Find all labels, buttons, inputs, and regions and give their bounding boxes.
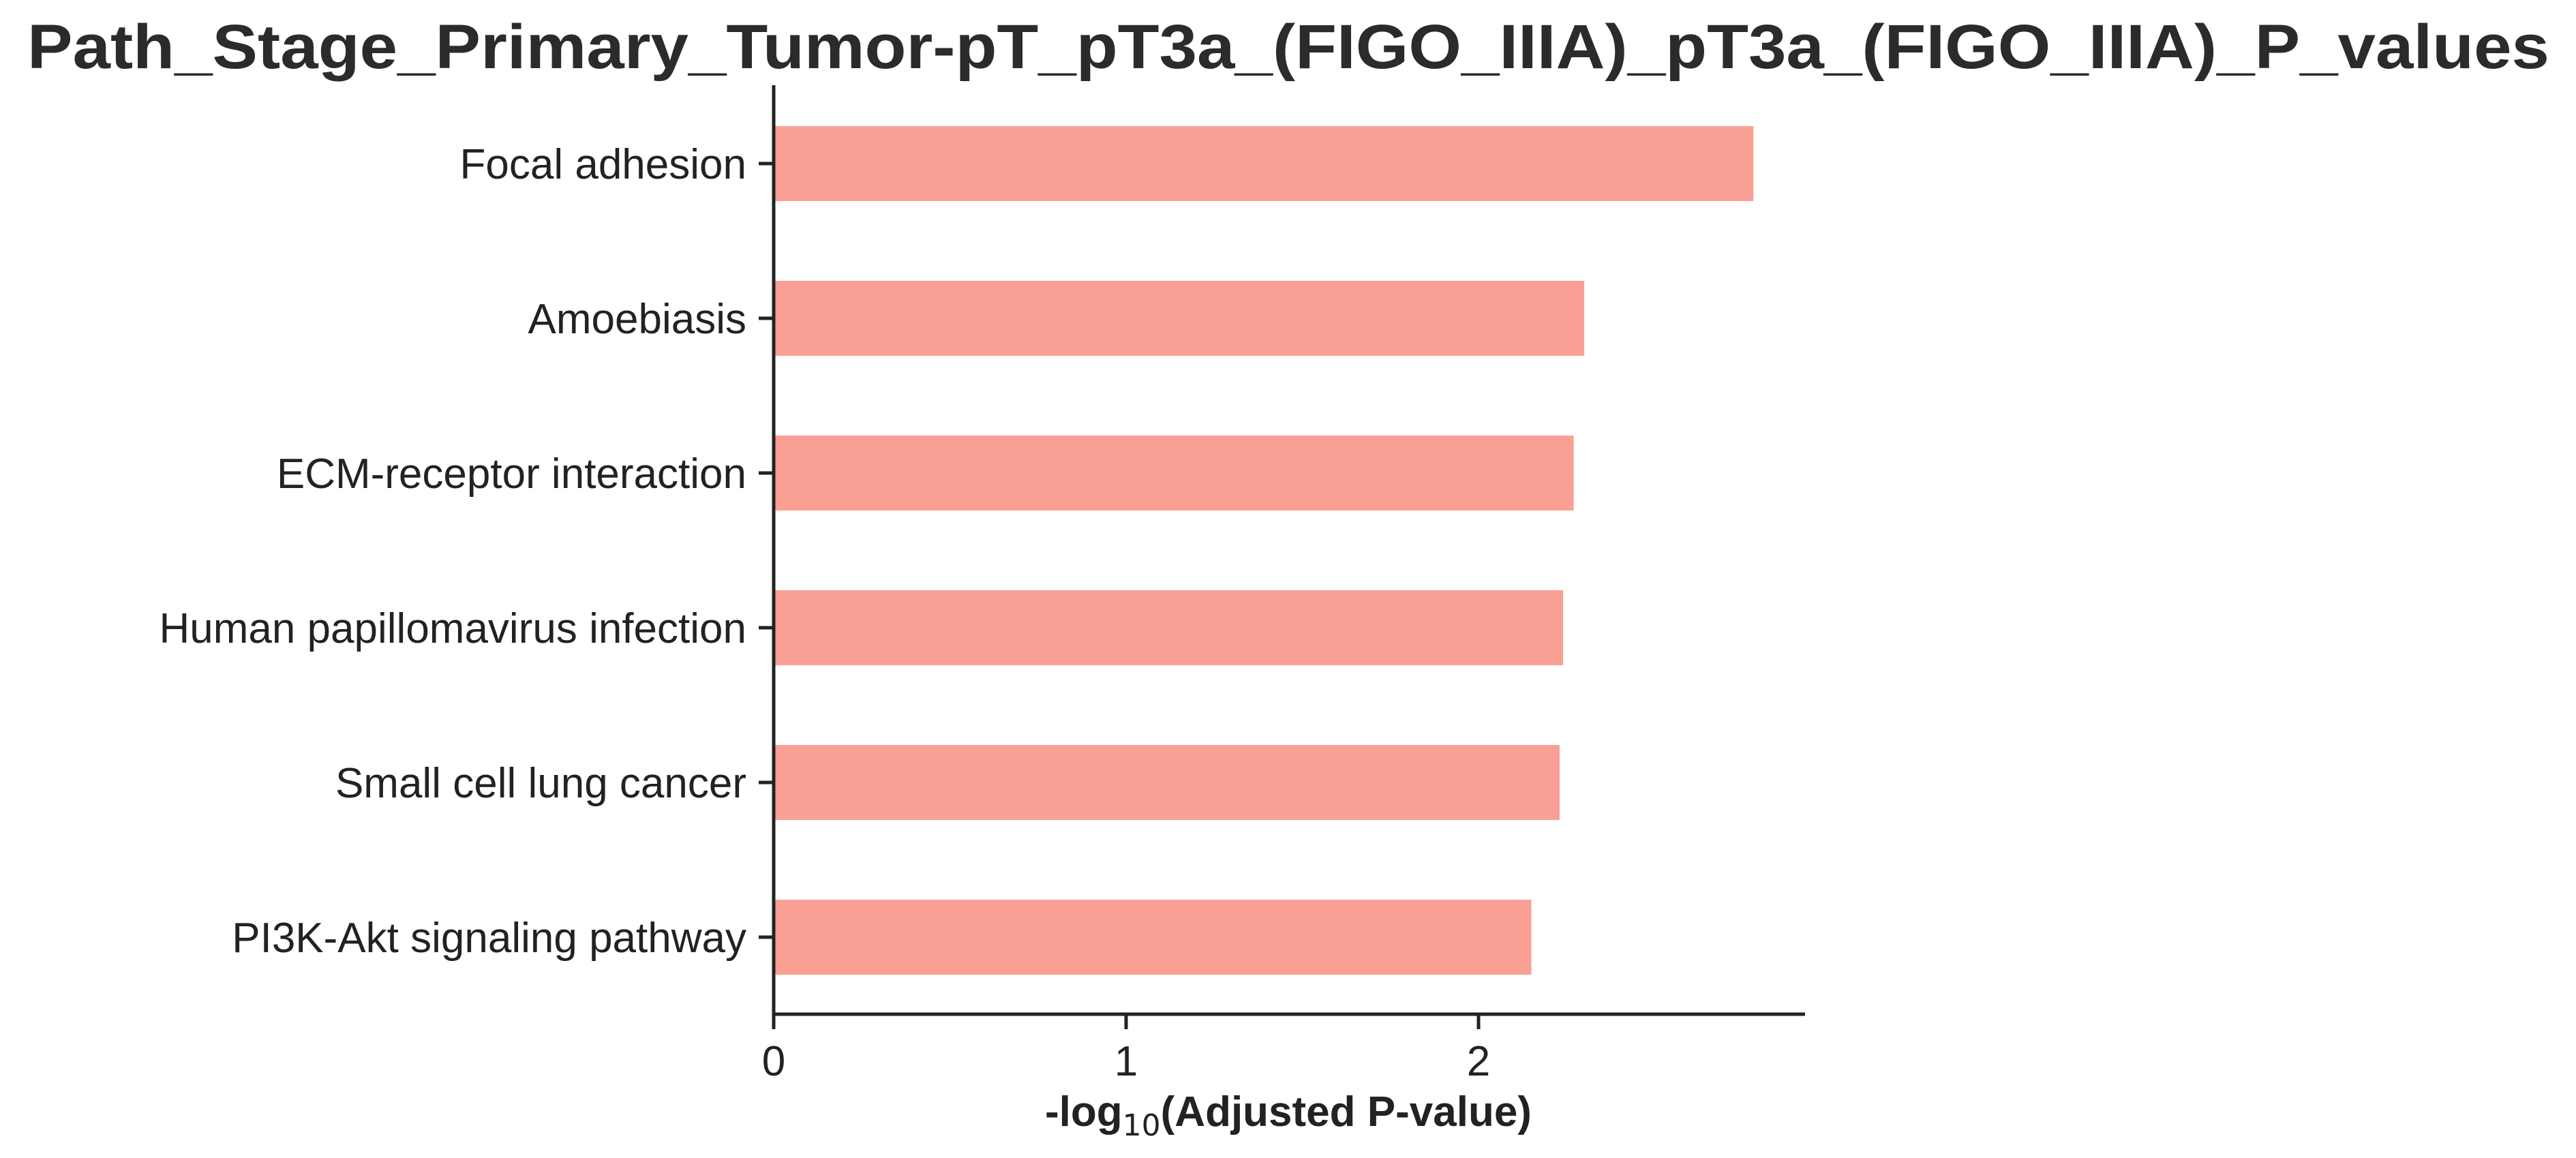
category-label: ECM-receptor interaction [277,451,746,498]
bar [774,900,1532,975]
x-axis-label-subscript: 10 [1123,1108,1161,1143]
x-tick-label: 1 [1115,1038,1138,1085]
x-tick-label: 0 [762,1038,785,1085]
category-label: Small cell lung cancer [335,760,746,807]
x-axis-label-prefix: -log [1045,1088,1123,1136]
bar [774,281,1585,356]
bar [774,436,1574,511]
x-ticks: 0 1 2 [762,1014,1490,1085]
category-label: PI3K-Akt signaling pathway [232,915,746,962]
category-label: Amoebiasis [528,296,746,343]
bar [774,126,1754,201]
bar [774,745,1560,820]
bars-group [774,126,1754,975]
x-axis-label-suffix: (Adjusted P-value) [1161,1088,1532,1136]
category-label: Focal adhesion [460,141,747,188]
x-axis-label: -log10(Adjusted P-value) [1045,1088,1532,1143]
category-label: Human papillomavirus infection [159,605,746,652]
bar [774,590,1564,665]
category-labels: Focal adhesion Amoebiasis ECM-receptor int… [159,141,746,962]
x-tick-label: 2 [1467,1038,1490,1085]
y-ticks [759,162,774,939]
chart-title: Path_Stage_Primary_Tumor-pT_pT3a_(FIGO_I… [27,12,2549,82]
